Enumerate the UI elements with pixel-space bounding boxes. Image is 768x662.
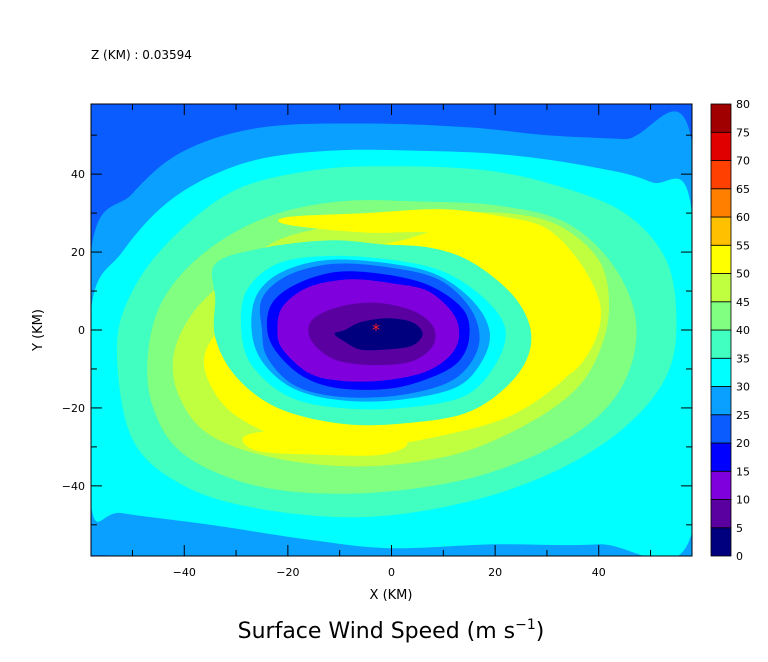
colorbar-label: 55 [736,239,750,252]
colorbar-swatch-10 [710,470,732,500]
y-tick-label: 40 [71,168,85,181]
y-tick-label: 0 [78,324,85,337]
colorbar-label: 40 [736,324,750,337]
x-tick-label: 0 [388,566,395,579]
y-axis-label: Y (KM) [31,309,46,352]
axis-ticks: −40 −20 0 20 40 −40 −20 0 20 40 [62,104,692,579]
colorbar-label: 5 [736,522,743,535]
x-axis-label: X (KM) [370,588,413,603]
colorbar-swatch-15 [710,442,732,472]
colorbar-swatch-55 [710,216,732,246]
colorbar-label: 15 [736,465,750,478]
colorbar-label: 75 [736,126,750,139]
colorbar-label: 50 [736,268,750,281]
contour-region-0-14 [334,318,423,351]
colorbar-swatch-20 [710,414,732,444]
colorbar-label: 10 [736,494,750,507]
colorbar-label: 65 [736,183,750,196]
contour-band-50-1 [242,427,408,456]
colorbar-label: 25 [736,409,750,422]
y-tick-label: −40 [62,480,85,493]
colorbar-label: 70 [736,155,750,168]
colorbar-label: 30 [736,381,750,394]
x-tick-label: 40 [592,566,606,579]
contour-layer [91,104,692,556]
colorbar-label: 80 [736,98,750,111]
chart-title: Surface Wind Speed (m s−1) [238,617,545,644]
colorbar-swatch-75 [710,103,732,133]
colorbar-swatch-0 [710,527,732,557]
colorbar-swatch-5 [710,499,732,529]
x-tick-label: −20 [276,566,299,579]
colorbar-swatch-25 [710,386,732,416]
contour-band-50-0 [278,209,601,377]
colorbar-label: 45 [736,296,750,309]
y-tick-label: −20 [62,402,85,415]
colorbar-swatch-35 [710,329,732,359]
colorbar-swatch-50 [710,244,732,274]
x-tick-label: 20 [488,566,502,579]
colorbar-swatch-45 [710,273,732,303]
colorbar: 0 5 10 15 20 25 30 35 40 45 50 55 60 65 70 75 80 [710,98,750,563]
colorbar-swatch-60 [710,188,732,218]
colorbar-swatch-65 [710,160,732,190]
colorbar-swatch-40 [710,301,732,331]
colorbar-swatch-70 [710,131,732,161]
level-label: Z (KM) : 0.03594 [91,48,192,62]
colorbar-label: 35 [736,352,750,365]
x-tick-label: −40 [173,566,196,579]
colorbar-label: 0 [736,550,743,563]
colorbar-label: 20 [736,437,750,450]
colorbar-swatch-30 [710,357,732,387]
storm-center-marker: * [372,320,380,339]
title-superscript: −1 [515,617,536,633]
colorbar-label: 60 [736,211,750,224]
title-suffix: ) [536,619,545,644]
y-tick-label: 20 [71,246,85,259]
